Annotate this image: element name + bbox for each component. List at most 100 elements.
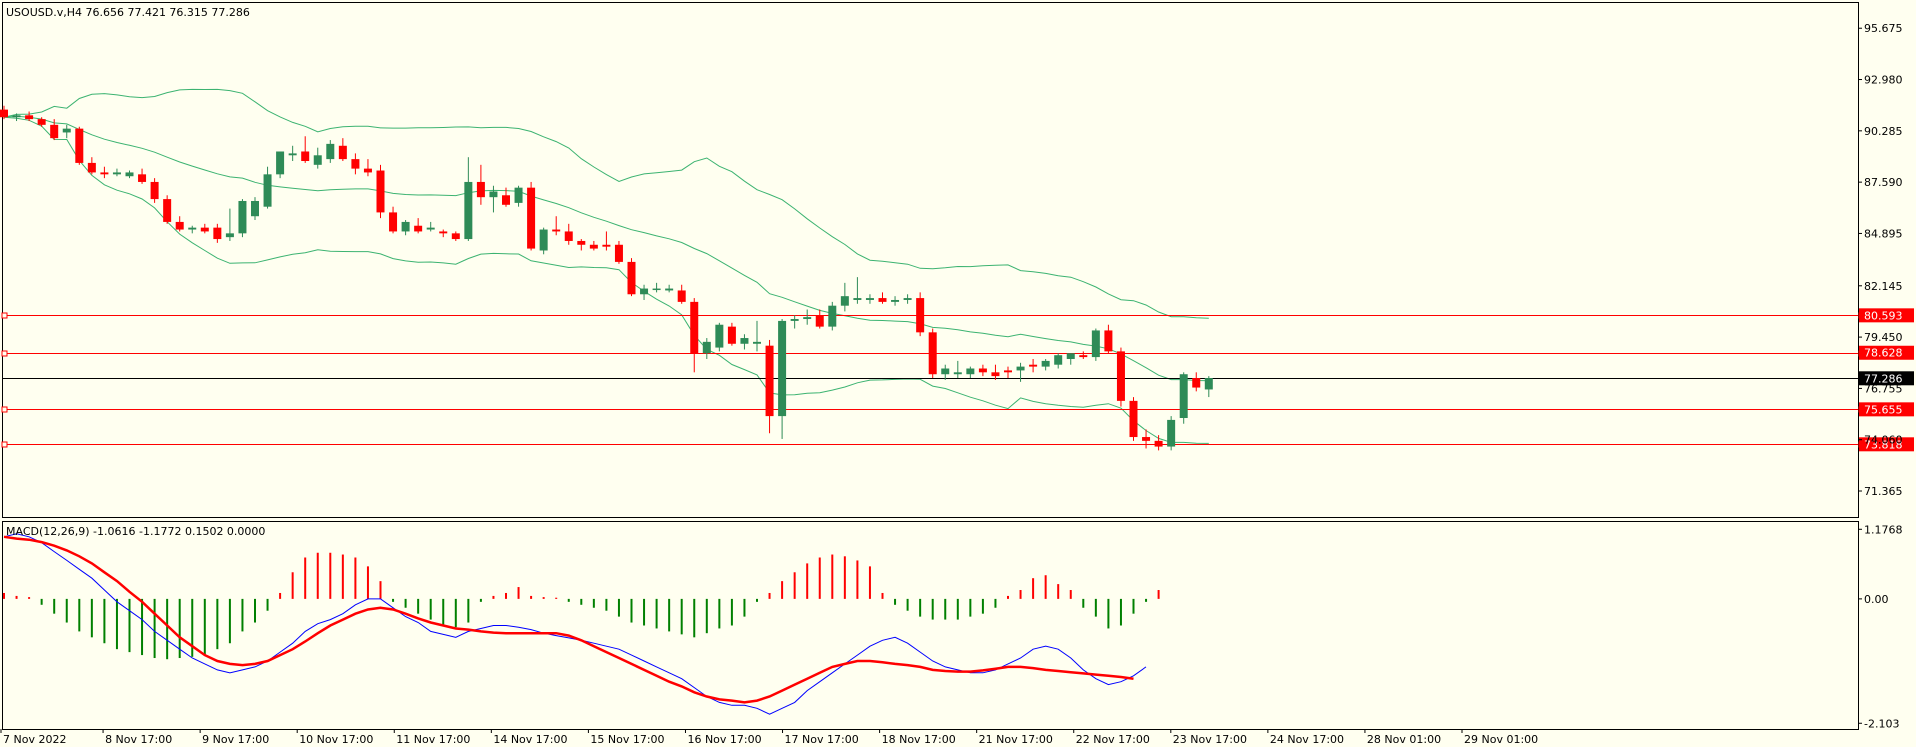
macd-signal-line — [3, 535, 1134, 704]
candle — [690, 298, 699, 373]
price-tick-label: 95.675 — [1864, 22, 1903, 35]
candle-body — [1167, 419, 1176, 447]
candle-body — [753, 341, 761, 344]
candle — [100, 166, 109, 179]
candle-body — [514, 187, 523, 203]
candle — [715, 322, 724, 352]
candle — [62, 124, 71, 139]
candle — [225, 208, 234, 241]
candle-body — [1116, 351, 1125, 401]
candle — [865, 294, 874, 304]
price-tick-label: 71.365 — [1864, 485, 1903, 498]
candle — [238, 199, 247, 238]
candle — [803, 309, 812, 325]
price-tag-label: 75.655 — [1864, 403, 1903, 416]
price-tag: 75.655 — [1859, 402, 1914, 417]
macd-panel[interactable] — [2, 521, 1859, 730]
macd-axis-ticks: 1.1768 0.00 -2.103 — [1858, 523, 1903, 730]
candle — [640, 284, 649, 300]
candle — [577, 239, 586, 251]
candle-body — [1104, 330, 1113, 352]
candle-body — [903, 298, 912, 300]
candle — [1116, 347, 1125, 407]
candle-body — [100, 172, 109, 175]
macd-histogram — [3, 552, 1160, 660]
candle-body — [489, 191, 498, 198]
candle-body — [1066, 353, 1075, 359]
candle-body — [351, 159, 360, 169]
level-handle-1 — [1, 312, 8, 319]
candle-body — [1179, 374, 1188, 419]
candle-body — [225, 233, 234, 238]
time-tick-label: 18 Nov 17:00 — [882, 733, 956, 746]
candle-body — [1091, 330, 1100, 358]
candle — [50, 119, 59, 141]
candle — [502, 187, 510, 207]
candle-body — [414, 225, 423, 232]
candle-body — [991, 372, 1000, 377]
candle — [1204, 376, 1213, 398]
candle-body — [652, 288, 661, 291]
time-tick-label: 15 Nov 17:00 — [590, 733, 664, 746]
candle — [276, 151, 285, 179]
candle-body — [702, 341, 711, 354]
price-panel[interactable] — [2, 2, 1859, 518]
macd-panel-header: MACD(12,26,9) -1.0616 -1.1772 0.1502 0.0… — [6, 525, 265, 538]
candle-body — [840, 296, 849, 306]
candle — [1129, 397, 1138, 441]
candle — [991, 364, 1000, 380]
candle-body — [552, 229, 561, 232]
candle-body — [928, 332, 937, 375]
candle — [614, 240, 623, 264]
candle-body — [828, 305, 837, 327]
price-axis-tags: 80.593 78.628 75.655 73.818 77.286 — [1859, 308, 1914, 452]
candle — [138, 168, 147, 184]
candle — [200, 223, 209, 234]
time-tick-label: 9 Nov 17:00 — [202, 733, 269, 746]
level-handle-2 — [1, 350, 8, 357]
time-tick-label: 17 Nov 17:00 — [785, 733, 859, 746]
price-tick-label: 92.980 — [1864, 74, 1903, 87]
candle-body — [1054, 355, 1063, 365]
candle-body — [112, 172, 121, 175]
bollinger-middle-band — [3, 115, 1209, 382]
macd-tick-label: 0.00 — [1864, 593, 1889, 606]
candle-body — [163, 199, 172, 222]
candle — [1079, 351, 1088, 359]
candle-body — [677, 290, 686, 302]
candle-body — [188, 227, 197, 230]
price-tick-label: 87.590 — [1864, 176, 1903, 189]
candle — [25, 111, 34, 122]
candle-body — [75, 128, 84, 163]
bollinger-upper-band — [3, 88, 1209, 319]
candle — [853, 277, 862, 304]
candle — [426, 221, 435, 232]
candle — [1004, 366, 1012, 379]
candle — [0, 105, 8, 120]
candle-body — [1041, 360, 1050, 367]
candle-body — [276, 151, 285, 175]
time-tick-label: 29 Nov 01:00 — [1464, 733, 1538, 746]
candle — [677, 284, 686, 304]
candle-body — [577, 240, 586, 245]
time-tick-label: 24 Nov 17:00 — [1270, 733, 1344, 746]
candle — [627, 258, 636, 297]
time-tick-label: 14 Nov 17:00 — [493, 733, 567, 746]
price-tag: 78.628 — [1859, 345, 1914, 360]
price-axis-ticks: 95.675 92.980 90.285 87.590 84.895 82.145 79.4… — [1858, 22, 1903, 498]
candle — [1192, 372, 1201, 392]
candle — [1016, 362, 1025, 382]
price-tick-label: 90.285 — [1864, 125, 1903, 138]
candle-body — [263, 174, 272, 207]
candle-body — [1129, 400, 1138, 438]
candle — [652, 282, 661, 293]
candle — [903, 294, 912, 304]
price-tick-label: 84.895 — [1864, 227, 1903, 240]
candle-body — [0, 109, 8, 118]
candle — [213, 223, 222, 243]
candle — [916, 292, 925, 337]
candle-body — [1029, 364, 1038, 367]
candle — [12, 113, 21, 122]
candle-body — [853, 298, 862, 300]
